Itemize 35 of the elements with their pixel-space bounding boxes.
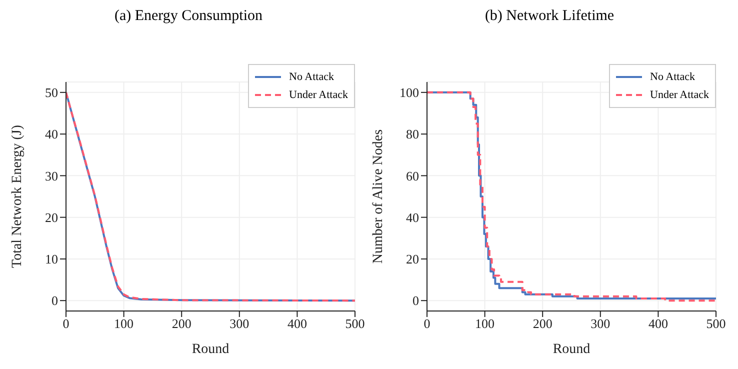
y-tick-label: 50	[45, 85, 58, 100]
y-tick-label: 100	[400, 85, 419, 100]
y-tick-label: 40	[406, 210, 419, 225]
legend-label: Under Attack	[289, 88, 348, 103]
line-series	[66, 91, 355, 302]
y-tick-label: 0	[412, 293, 419, 308]
x-tick-label: 100	[475, 316, 495, 332]
chart-title: (b) Network Lifetime	[484, 8, 616, 26]
x-tick-label: 400	[648, 316, 668, 332]
y-tick-label: 30	[45, 168, 58, 184]
y-tick-label: 80	[406, 126, 419, 142]
y-tick-label: 60	[406, 168, 419, 184]
y-tick-label: 0	[52, 293, 58, 308]
x-axis-title: Round	[192, 342, 230, 357]
x-tick-label: 200	[532, 316, 552, 332]
x-tick-label: 500	[706, 316, 726, 332]
y-tick-label: 20	[406, 252, 419, 267]
x-tick-label: 300	[590, 316, 610, 332]
x-tick-label: 300	[230, 316, 250, 332]
x-tick-label: 0	[62, 316, 70, 332]
y-tick-label: 10	[45, 252, 58, 267]
legend-label: No Attack	[650, 70, 695, 85]
x-tick-label: 500	[345, 316, 365, 332]
x-tick-label: 400	[287, 316, 307, 332]
x-tick-label: 100	[114, 316, 134, 332]
y-tick-label: 40	[45, 126, 58, 142]
legend-label: No Attack	[289, 70, 334, 85]
chart-title: (a) Energy Consumption	[113, 8, 264, 26]
legend-label: Under Attack	[650, 88, 709, 103]
y-axis-title: Total Network Energy (J)	[10, 124, 25, 268]
y-tick-label: 20	[45, 210, 58, 225]
x-tick-label: 0	[424, 316, 430, 332]
x-axis-title: Round	[552, 342, 590, 357]
x-tick-label: 200	[172, 316, 192, 332]
y-axis-title: Number of Alive Nodes	[370, 129, 386, 264]
